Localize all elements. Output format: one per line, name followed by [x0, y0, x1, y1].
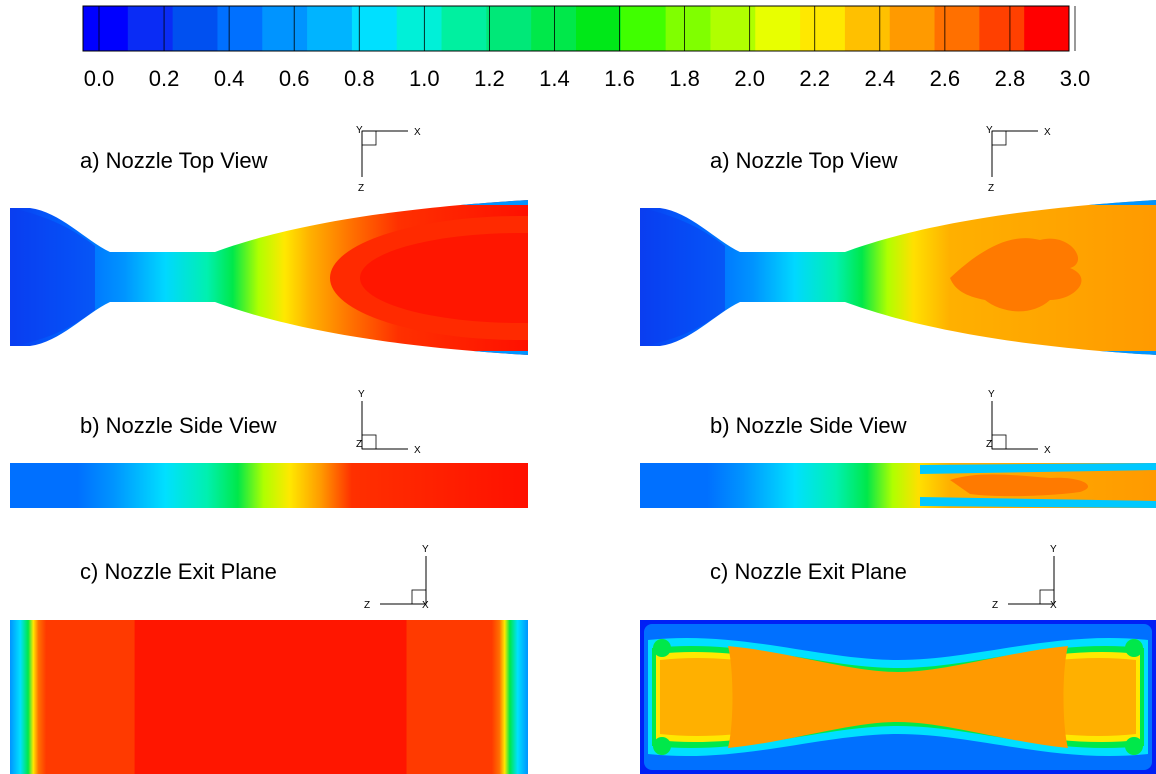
right-side-axis-h: X [1044, 445, 1051, 456]
left-side-axis-n: Z [356, 439, 362, 450]
colorbar-swatch [576, 6, 622, 51]
left-top-view-contour [10, 200, 528, 355]
right-side-axis-n: Z [986, 439, 992, 450]
right-top-axis-h: X [1044, 127, 1051, 138]
colorbar-swatch [396, 6, 443, 51]
colorbar-swatch [979, 6, 1025, 51]
colorbar-swatch [755, 6, 801, 51]
colorbar-swatch [665, 6, 711, 51]
colorbar-tick-label: 2.6 [930, 66, 961, 91]
left-exit-axis-v: Y [422, 544, 429, 555]
left-top-axis-triad: Y X Z [356, 125, 421, 194]
right-exit-plane-title: c) Nozzle Exit Plane [710, 559, 907, 584]
left-side-view-contour [10, 463, 528, 508]
left-top-view-title: a) Nozzle Top View [80, 148, 268, 173]
colorbar-swatch [800, 6, 846, 51]
right-side-view-title: b) Nozzle Side View [710, 413, 907, 438]
colorbar-tick-label: 2.2 [799, 66, 830, 91]
colorbar-swatch [1024, 6, 1070, 51]
colorbar-tick-label: 1.6 [604, 66, 635, 91]
colorbar-swatch [844, 6, 891, 51]
colorbar-tick-label: 0.8 [344, 66, 375, 91]
colorbar-swatch [531, 6, 577, 51]
right-exit-axis-n: X [1050, 600, 1057, 611]
colorbar-swatch [307, 6, 353, 51]
right-side-view-contour [640, 463, 1156, 508]
colorbar-swatch [710, 6, 756, 51]
colorbar-tick-label: 2.8 [995, 66, 1026, 91]
colorbar-swatch [620, 6, 667, 51]
colorbar-swatch [486, 6, 532, 51]
colorbar-tick-labels: 0.0 0.2 0.4 0.6 0.8 1.0 1.2 1.4 1.6 1.8 2.0 2.2 2.4 2… [84, 66, 1091, 91]
colorbar-swatch [127, 6, 174, 51]
right-top-axis-n: Y [986, 125, 993, 136]
colorbar-swatch [172, 6, 218, 51]
colorbar-swatch [441, 6, 487, 51]
right-side-axis-v: Y [988, 389, 995, 400]
colorbar-swatch [889, 6, 936, 51]
left-top-axis-h: X [414, 127, 421, 138]
colorbar-swatch [217, 6, 263, 51]
right-exit-axis-triad: Y Z X [992, 544, 1057, 611]
left-top-axis-n: Y [356, 125, 363, 136]
colorbar [82, 5, 1076, 52]
left-exit-plane-contour [10, 620, 528, 774]
colorbar-outline [82, 5, 1070, 52]
right-top-view-title: a) Nozzle Top View [710, 148, 898, 173]
right-top-view-contour [640, 200, 1156, 355]
colorbar-tick-label: 0.2 [149, 66, 180, 91]
left-top-axis-v: Z [358, 183, 364, 194]
colorbar-tick-label: 2.4 [865, 66, 896, 91]
left-side-axis-triad: Y Z X [356, 389, 421, 456]
colorbar-tick-label: 1.2 [474, 66, 505, 91]
colorbar-tick-label: 3.0 [1060, 66, 1091, 91]
colorbar-swatch [351, 6, 398, 51]
colorbar-tick-label: 0.6 [279, 66, 310, 91]
colorbar-tick-label: 0.4 [214, 66, 245, 91]
colorbar-tick-label: 2.0 [734, 66, 765, 91]
colorbar-swatch [83, 6, 129, 51]
colorbar-tick-label: 1.4 [539, 66, 570, 91]
left-side-view-title: b) Nozzle Side View [80, 413, 277, 438]
left-exit-axis-triad: Y Z X [364, 544, 429, 611]
right-exit-axis-v: Y [1050, 544, 1057, 555]
left-exit-axis-h: Z [364, 600, 370, 611]
left-side-axis-h: X [414, 445, 421, 456]
right-side-axis-triad: Y Z X [986, 389, 1051, 456]
left-exit-plane-title: c) Nozzle Exit Plane [80, 559, 277, 584]
left-side-axis-v: Y [358, 389, 365, 400]
colorbar-tick-label: 0.0 [84, 66, 115, 91]
colorbar-tick-label: 1.8 [669, 66, 700, 91]
right-exit-axis-h: Z [992, 600, 998, 611]
colorbar-tick-label: 1.0 [409, 66, 440, 91]
left-exit-axis-n: X [422, 600, 429, 611]
right-top-axis-triad: Y X Z [986, 125, 1051, 194]
colorbar-swatch [934, 6, 980, 51]
colorbar-swatch [262, 6, 308, 51]
right-top-axis-v: Z [988, 183, 994, 194]
right-exit-plane-contour [640, 620, 1156, 774]
